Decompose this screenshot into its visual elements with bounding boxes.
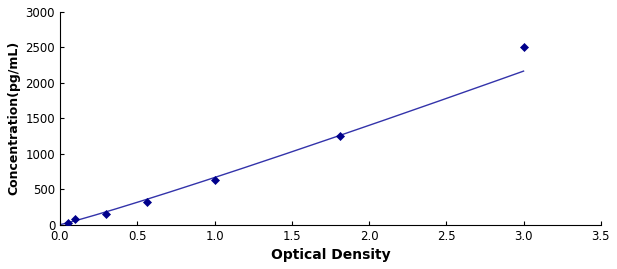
- Y-axis label: Concentration(pg/mL): Concentration(pg/mL): [7, 41, 20, 195]
- X-axis label: Optical Density: Optical Density: [271, 248, 390, 262]
